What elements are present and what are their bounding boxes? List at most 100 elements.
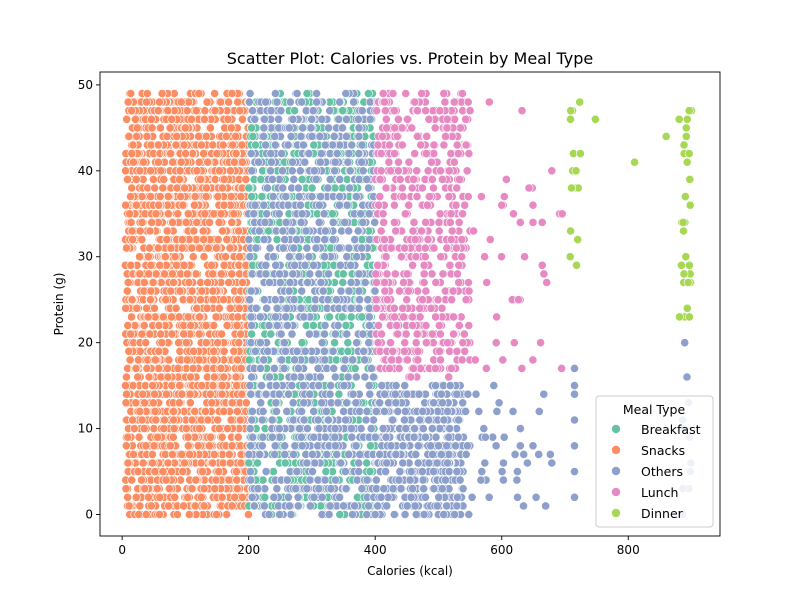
data-point-others: [343, 372, 353, 382]
data-point-others: [312, 97, 321, 107]
data-point-others: [335, 492, 344, 502]
data-point-snacks: [233, 432, 243, 442]
data-point-others: [357, 243, 367, 253]
data-point-snacks: [183, 441, 193, 451]
data-point-snacks: [227, 501, 237, 511]
data-point-others: [255, 449, 265, 459]
data-point-others: [401, 424, 411, 433]
data-point-others: [246, 389, 256, 399]
data-point-snacks: [138, 157, 148, 167]
data-point-others: [417, 467, 427, 476]
data-point-snacks: [169, 278, 178, 287]
data-point-others: [281, 217, 291, 227]
data-point-others: [286, 131, 296, 141]
data-point-others: [364, 312, 374, 322]
data-point-others: [339, 381, 349, 390]
data-point-others: [271, 381, 281, 390]
data-point-breakfast: [321, 467, 331, 476]
data-point-others: [408, 484, 417, 494]
data-point-others: [354, 114, 363, 124]
data-point-others: [369, 372, 378, 382]
data-point-snacks: [232, 321, 242, 330]
data-point-others: [272, 406, 281, 416]
data-point-snacks: [127, 312, 136, 322]
data-point-others: [311, 174, 321, 184]
data-point-others: [373, 501, 383, 511]
data-point-others: [381, 467, 390, 476]
data-point-others: [424, 415, 434, 425]
data-point-others: [366, 424, 376, 433]
data-point-snacks: [169, 424, 179, 433]
data-point-snacks: [192, 217, 202, 227]
data-point-others: [410, 501, 420, 511]
data-point-snacks: [163, 106, 173, 116]
data-point-snacks: [194, 131, 203, 141]
data-point-snacks: [126, 329, 136, 339]
data-point-snacks: [213, 415, 222, 425]
data-point-others: [682, 372, 692, 382]
data-point-others: [305, 501, 315, 511]
data-point-others: [248, 432, 258, 442]
data-point-snacks: [197, 381, 207, 390]
data-point-snacks: [222, 321, 232, 330]
data-point-others: [364, 501, 374, 511]
data-point-snacks: [183, 312, 193, 322]
data-point-others: [305, 389, 315, 399]
data-point-snacks: [124, 346, 134, 356]
data-point-snacks: [217, 389, 227, 399]
data-point-snacks: [150, 406, 160, 416]
data-point-others: [249, 209, 259, 219]
data-point-others: [357, 484, 367, 494]
data-point-others: [452, 467, 462, 476]
data-point-others: [352, 338, 361, 348]
data-point-snacks: [139, 424, 149, 433]
data-point-snacks: [182, 106, 192, 116]
data-point-snacks: [121, 381, 130, 390]
data-point-snacks: [184, 97, 193, 107]
data-point-snacks: [235, 106, 245, 116]
data-point-others: [399, 415, 409, 425]
data-point-snacks: [155, 260, 165, 270]
data-point-snacks: [145, 243, 154, 253]
data-point-others: [351, 192, 361, 201]
data-point-snacks: [147, 123, 157, 133]
data-point-snacks: [191, 106, 201, 116]
data-point-snacks: [144, 372, 154, 382]
data-point-others: [284, 389, 293, 399]
data-point-others: [253, 484, 263, 494]
data-point-snacks: [127, 475, 137, 485]
data-point-others: [297, 441, 307, 451]
data-point-others: [304, 329, 314, 339]
data-point-others: [319, 209, 329, 219]
data-point-others: [349, 97, 358, 107]
data-point-snacks: [204, 441, 214, 451]
data-point-snacks: [185, 398, 195, 408]
data-point-others: [279, 363, 289, 373]
data-point-snacks: [148, 398, 158, 408]
data-point-snacks: [132, 123, 142, 133]
data-point-others: [395, 467, 405, 476]
data-point-breakfast: [268, 467, 278, 476]
data-point-snacks: [153, 432, 163, 442]
data-point-breakfast: [346, 312, 356, 322]
data-point-others: [265, 243, 275, 253]
data-point-others: [317, 398, 326, 408]
data-point-snacks: [229, 209, 239, 219]
data-point-snacks: [225, 243, 235, 253]
data-point-breakfast: [357, 312, 367, 322]
data-point-snacks: [156, 329, 166, 339]
data-point-snacks: [235, 415, 245, 425]
data-point-breakfast: [331, 355, 341, 365]
data-point-others: [354, 131, 364, 141]
data-point-others: [264, 321, 274, 330]
data-point-others: [364, 209, 374, 219]
data-point-others: [292, 467, 302, 476]
data-point-snacks: [134, 510, 144, 519]
data-point-others: [570, 363, 579, 373]
data-point-others: [513, 492, 522, 502]
data-point-snacks: [171, 303, 181, 313]
data-point-snacks: [207, 398, 217, 408]
data-point-breakfast: [297, 338, 307, 348]
data-point-snacks: [185, 389, 195, 399]
data-point-snacks: [211, 475, 221, 485]
